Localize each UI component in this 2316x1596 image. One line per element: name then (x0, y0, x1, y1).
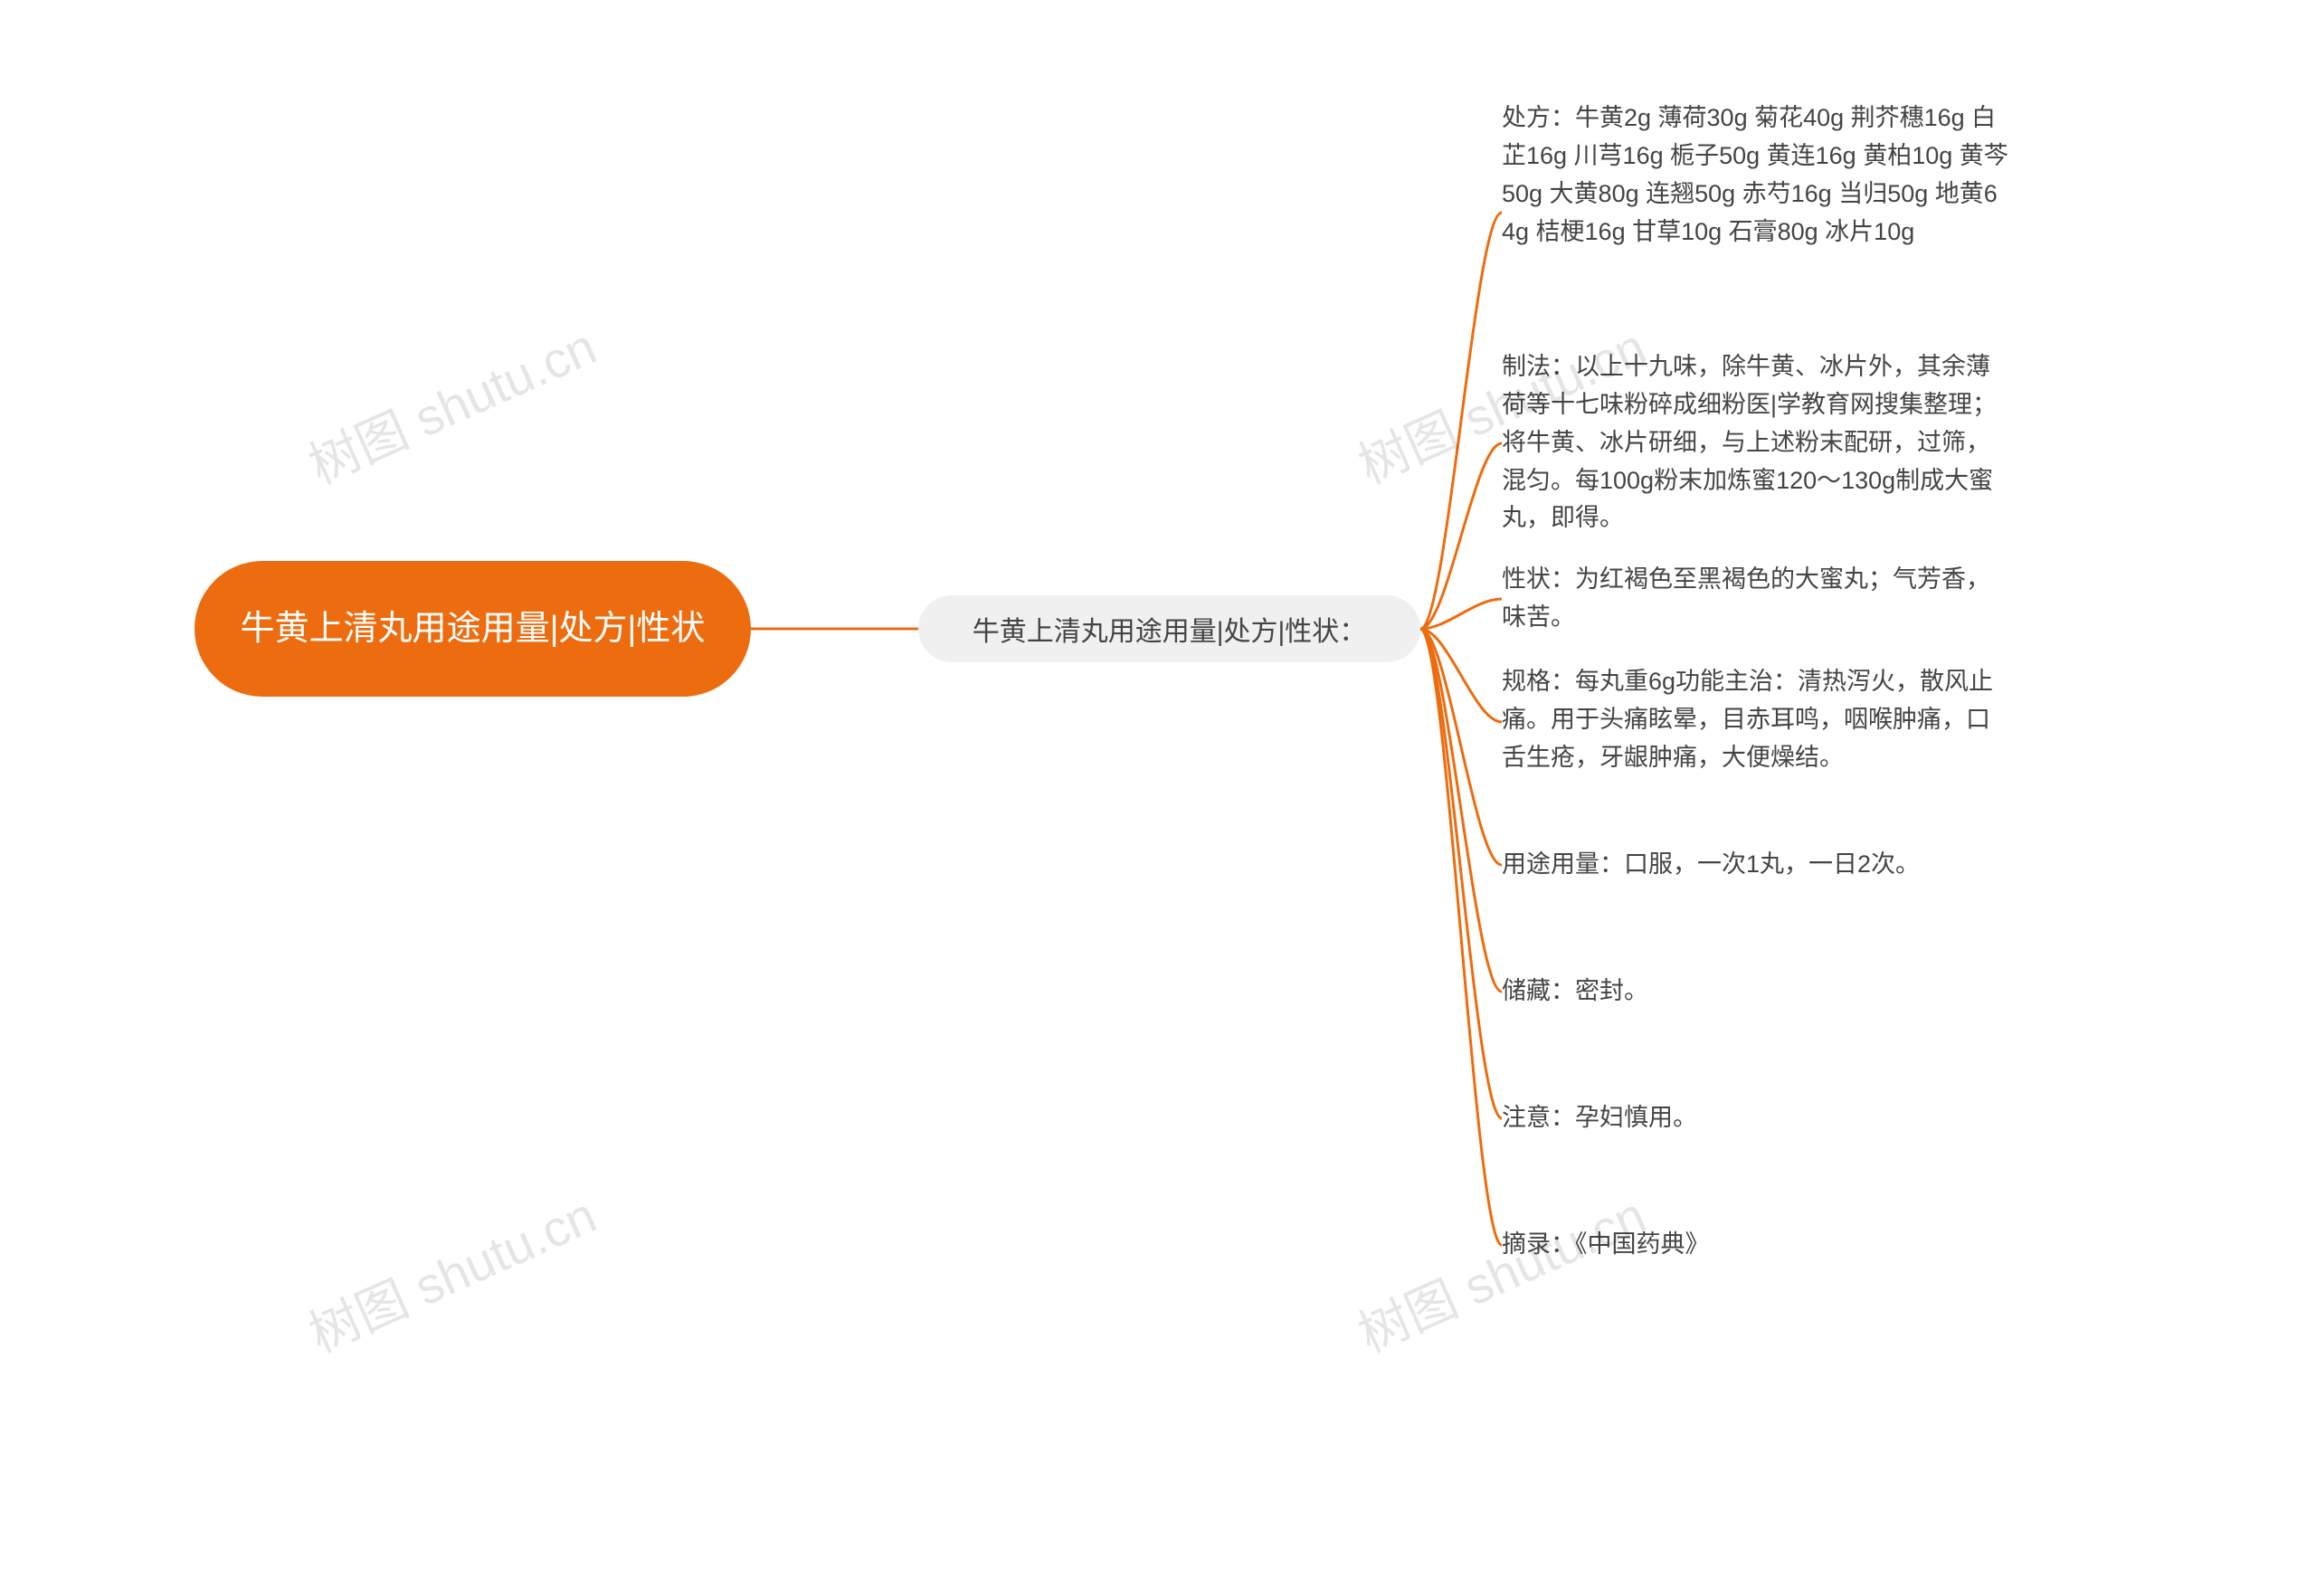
edge-mid-leaf (1420, 629, 1502, 865)
watermark-text: 树图 shutu.cn (296, 307, 606, 499)
mindmap-leaf-node[interactable]: 性状：为红褐色至黑褐色的大蜜丸；气芳香，味苦。 (1502, 561, 2008, 638)
mindmap-leaf-label: 性状：为红褐色至黑褐色的大蜜丸；气芳香，味苦。 (1502, 565, 1990, 631)
mindmap-leaf-label: 摘录：《中国药典》 (1502, 1230, 1710, 1258)
mindmap-leaf-node[interactable]: 制法：以上十九味，除牛黄、冰片外，其余薄荷等十七味粉碎成细粉医|学教育网搜集整理… (1502, 348, 2008, 538)
mindmap-mid-label: 牛黄上清丸用途用量|处方|性状： (973, 609, 1367, 649)
edge-mid-leaf (1420, 629, 1502, 992)
mindmap-leaf-node[interactable]: 储藏：密封。 (1502, 973, 2008, 1011)
mindmap-leaf-node[interactable]: 规格：每丸重6g功能主治：清热泻火，散风止痛。用于头痛眩晕，目赤耳鸣，咽喉肿痛，… (1502, 663, 2008, 781)
mindmap-leaf-label: 注意：孕妇慎用。 (1502, 1104, 1697, 1131)
mindmap-leaf-node[interactable]: 用途用量：口服，一次1丸，一日2次。 (1502, 846, 2008, 884)
mindmap-root-label: 牛黄上清丸用途用量|处方|性状 (241, 603, 706, 656)
mindmap-leaf-label: 制法：以上十九味，除牛黄、冰片外，其余薄荷等十七味粉碎成细粉医|学教育网搜集整理… (1502, 353, 1997, 531)
mindmap-leaf-node[interactable]: 摘录：《中国药典》 (1502, 1226, 2008, 1264)
mindmap-leaf-node[interactable]: 注意：孕妇慎用。 (1502, 1099, 2008, 1137)
edge-mid-leaf (1420, 599, 1502, 629)
edge-mid-leaf (1420, 629, 1502, 1118)
mindmap-mid-node[interactable]: 牛黄上清丸用途用量|处方|性状： (918, 595, 1420, 662)
mindmap-leaf-label: 规格：每丸重6g功能主治：清热泻火，散风止痛。用于头痛眩晕，目赤耳鸣，咽喉肿痛，… (1502, 668, 1993, 771)
mindmap-leaf-label: 储藏：密封。 (1502, 977, 1648, 1004)
mindmap-leaf-label: 处方：牛黄2g 薄荷30g 菊花40g 荆芥穗16g 白芷16g 川芎16g 栀… (1502, 104, 2008, 245)
mindmap-leaf-node[interactable]: 处方：牛黄2g 薄荷30g 菊花40g 荆芥穗16g 白芷16g 川芎16g 栀… (1502, 100, 2008, 326)
mindmap-root-node[interactable]: 牛黄上清丸用途用量|处方|性状 (195, 561, 751, 697)
edge-mid-leaf (1420, 213, 1502, 629)
edge-mid-leaf (1420, 629, 1502, 722)
watermark-text: 树图 shutu.cn (296, 1175, 606, 1367)
edge-mid-leaf (1420, 629, 1502, 1245)
mindmap-leaf-label: 用途用量：口服，一次1丸，一日2次。 (1502, 850, 1920, 878)
watermark-text: 树图 shutu.cn (1345, 1175, 1656, 1367)
edge-mid-leaf (1420, 443, 1502, 629)
